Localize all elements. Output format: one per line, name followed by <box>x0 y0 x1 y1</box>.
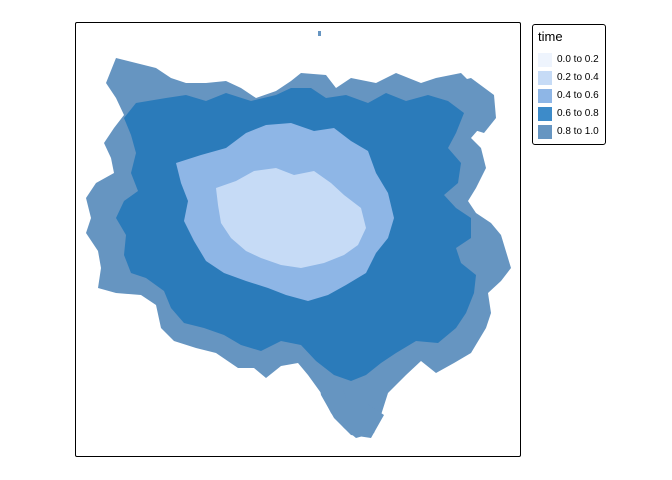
legend-swatch <box>538 89 552 103</box>
fringe-south-shape <box>316 368 384 438</box>
isochrone-map <box>86 31 511 438</box>
fringe-east-shape <box>451 78 496 133</box>
legend-swatch <box>538 125 552 139</box>
isochrone-band-0.0-0.2 <box>282 206 322 243</box>
isolated-patch <box>318 31 321 36</box>
legend-label: 0.8 to 1.0 <box>557 126 599 137</box>
legend-swatch <box>538 71 552 85</box>
map-legend: time 0.0 to 0.2 0.2 to 0.4 0.4 to 0.6 0.… <box>532 24 606 145</box>
legend-label: 0.6 to 0.8 <box>557 108 599 119</box>
legend-label: 0.0 to 0.2 <box>557 54 599 65</box>
legend-item: 0.6 to 0.8 <box>538 107 606 122</box>
legend-item: 0.8 to 1.0 <box>538 125 606 140</box>
legend-label: 0.4 to 0.6 <box>557 90 599 101</box>
map-frame <box>75 22 521 457</box>
legend-swatch <box>538 53 552 67</box>
legend-item: 0.2 to 0.4 <box>538 71 606 86</box>
legend-label: 0.2 to 0.4 <box>557 72 599 83</box>
legend-swatch <box>538 107 552 121</box>
legend-item: 0.4 to 0.6 <box>538 89 606 104</box>
center-shape <box>282 206 322 243</box>
legend-title: time <box>538 29 563 44</box>
legend-item: 0.0 to 0.2 <box>538 53 606 68</box>
